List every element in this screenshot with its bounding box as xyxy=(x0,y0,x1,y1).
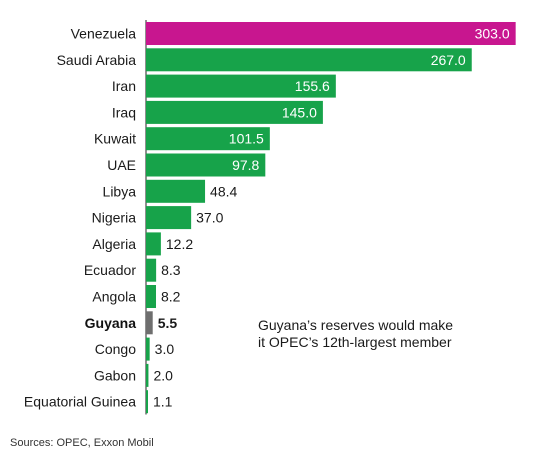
value-label-iraq: 145.0 xyxy=(282,104,317,120)
value-label-congo: 3.0 xyxy=(155,341,175,357)
category-label-libya: Libya xyxy=(103,183,137,199)
bar-iraq xyxy=(146,100,323,124)
bar-guyana xyxy=(146,311,153,335)
bar-saudi-arabia xyxy=(146,48,472,72)
value-label-ecuador: 8.3 xyxy=(161,262,181,278)
source-note: Sources: OPEC, Exxon Mobil xyxy=(10,437,154,449)
guyana-annotation: Guyana’s reserves would make it OPEC’s 1… xyxy=(258,317,454,350)
plot-area: Venezuela 303.0 Saudi Arabia 267.0 Iran 155.6… xyxy=(24,20,516,415)
category-label-venezuela: Venezuela xyxy=(71,26,137,42)
bar-algeria xyxy=(146,232,161,256)
bar-gabon xyxy=(146,363,149,387)
value-label-nigeria: 37.0 xyxy=(196,210,223,226)
value-label-libya: 48.4 xyxy=(210,183,237,199)
category-label-angola: Angola xyxy=(92,289,136,305)
category-label-guyana: Guyana xyxy=(85,315,137,331)
value-label-kuwait: 101.5 xyxy=(229,131,264,147)
bar-kuwait xyxy=(146,127,270,151)
category-label-ecuador: Ecuador xyxy=(84,262,136,278)
bar-libya xyxy=(146,179,206,203)
value-label-gabon: 2.0 xyxy=(153,367,173,383)
bar-venezuela xyxy=(146,22,516,45)
category-label-congo: Congo xyxy=(95,341,136,357)
value-label-angola: 8.2 xyxy=(161,289,181,305)
value-label-equatorial-guinea: 1.1 xyxy=(153,394,173,410)
bar-equatorial-guinea xyxy=(146,390,148,414)
category-label-kuwait: Kuwait xyxy=(94,131,136,147)
value-label-guyana: 5.5 xyxy=(158,315,178,331)
bar-congo xyxy=(146,337,150,361)
bar-angola xyxy=(146,285,157,308)
value-label-venezuela: 303.0 xyxy=(475,26,510,42)
value-label-algeria: 12.2 xyxy=(166,236,193,252)
bar-iran xyxy=(146,74,336,98)
category-label-iran: Iran xyxy=(112,78,136,94)
bar-nigeria xyxy=(146,206,192,230)
bar-uae xyxy=(146,153,266,177)
value-label-uae: 97.8 xyxy=(232,157,259,173)
category-label-algeria: Algeria xyxy=(92,236,136,252)
category-label-gabon: Gabon xyxy=(94,367,136,383)
value-label-iran: 155.6 xyxy=(295,78,330,94)
category-label-saudi-arabia: Saudi Arabia xyxy=(57,52,137,68)
category-label-iraq: Iraq xyxy=(112,104,136,120)
category-label-uae: UAE xyxy=(107,157,136,173)
category-label-equatorial-guinea: Equatorial Guinea xyxy=(24,394,136,410)
category-label-nigeria: Nigeria xyxy=(92,210,137,226)
bar-ecuador xyxy=(146,258,157,282)
value-label-saudi-arabia: 267.0 xyxy=(431,52,466,68)
